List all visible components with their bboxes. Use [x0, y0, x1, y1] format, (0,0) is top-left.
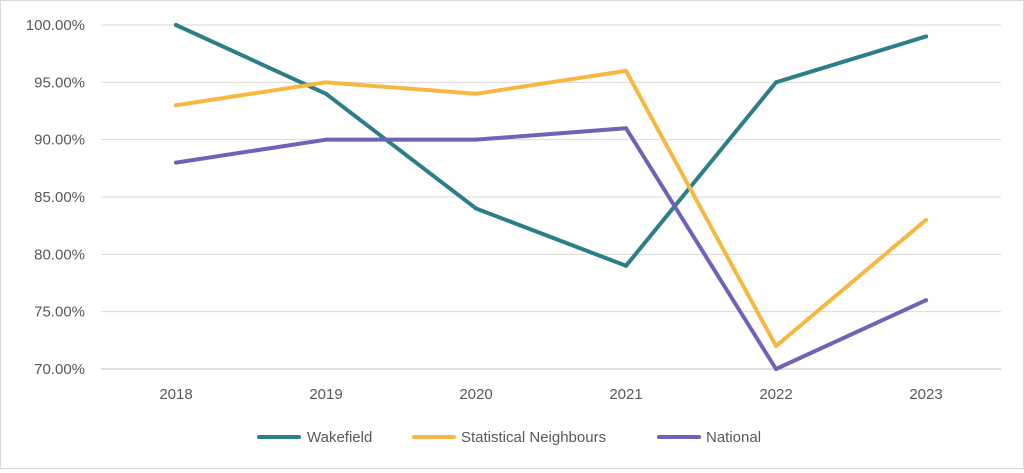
x-tick-label: 2021: [609, 386, 642, 403]
y-tick-label: 75.00%: [34, 304, 85, 321]
series-line-wakefield: [174, 23, 928, 268]
legend-label: Statistical Neighbours: [461, 429, 606, 446]
data-point: [924, 217, 928, 222]
data-point: [324, 91, 328, 96]
x-axis: 2018 2019 2020 2021 2022 2023: [159, 386, 942, 403]
series-line-national: [174, 126, 928, 371]
x-tick-label: 2023: [909, 386, 942, 403]
x-tick-label: 2022: [759, 386, 792, 403]
x-tick-label: 2019: [309, 386, 342, 403]
data-point: [924, 298, 928, 303]
series-line-statistical-neighbours: [174, 68, 928, 349]
data-point: [174, 160, 178, 165]
data-point: [174, 103, 178, 108]
data-point: [324, 137, 328, 142]
series-lines: [174, 23, 928, 371]
legend-label: National: [706, 429, 761, 446]
data-point: [474, 91, 478, 96]
x-tick-label: 2020: [459, 386, 492, 403]
y-tick-label: 70.00%: [34, 361, 85, 378]
data-point: [474, 206, 478, 211]
data-point: [174, 23, 178, 27]
data-point: [624, 263, 628, 268]
y-tick-label: 80.00%: [34, 246, 85, 263]
legend-label: Wakefield: [307, 429, 372, 446]
y-tick-label: 100.00%: [26, 17, 85, 34]
data-point: [774, 367, 778, 371]
x-tick-label: 2018: [159, 386, 192, 403]
data-point: [624, 126, 628, 131]
data-point: [624, 68, 628, 73]
gridlines: [101, 24, 1001, 370]
data-point: [324, 80, 328, 85]
legend: Wakefield Statistical Neighbours National: [257, 429, 761, 446]
data-point: [924, 34, 928, 39]
y-axis: 70.00% 75.00% 80.00% 85.00% 90.00% 95.00% 100.…: [26, 17, 85, 378]
data-point: [774, 80, 778, 85]
y-tick-label: 95.00%: [34, 74, 85, 91]
y-tick-label: 85.00%: [34, 189, 85, 206]
data-point: [774, 344, 778, 349]
data-point: [474, 137, 478, 142]
y-tick-label: 90.00%: [34, 132, 85, 149]
